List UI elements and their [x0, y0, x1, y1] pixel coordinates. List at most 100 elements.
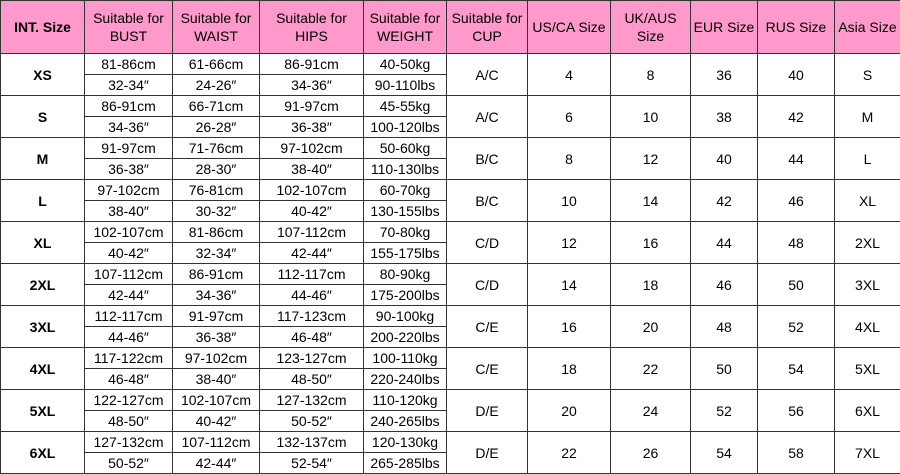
hips-imperial-cell: 46-48″ [260, 327, 364, 348]
waist-metric-cell: 61-66cm [173, 54, 260, 75]
column-header: US/CA Size [528, 1, 611, 54]
size-cell: M [1, 138, 85, 180]
waist-imperial-cell: 26-28″ [173, 117, 260, 138]
weight-metric-cell: 80-90kg [364, 264, 447, 285]
size-cell: 5XL [1, 390, 85, 432]
bust-imperial-cell: 50-52″ [85, 453, 173, 474]
size-cell: XL [1, 222, 85, 264]
bust-imperial-cell: 36-38″ [85, 159, 173, 180]
weight-imperial-cell: 155-175lbs [364, 243, 447, 264]
bust-metric-cell: 117-122cm [85, 348, 173, 369]
us-cell: 22 [528, 432, 611, 474]
asia-cell: 7XL [835, 432, 900, 474]
hips-imperial-cell: 42-44″ [260, 243, 364, 264]
eur-cell: 40 [691, 138, 758, 180]
weight-imperial-cell: 220-240lbs [364, 369, 447, 390]
us-cell: 16 [528, 306, 611, 348]
hips-imperial-cell: 38-40″ [260, 159, 364, 180]
weight-imperial-cell: 110-130lbs [364, 159, 447, 180]
bust-metric-cell: 102-107cm [85, 222, 173, 243]
uk-cell: 8 [611, 54, 691, 96]
rus-cell: 48 [758, 222, 835, 264]
size-cell: 4XL [1, 348, 85, 390]
cup-cell: A/C [447, 54, 528, 96]
weight-metric-cell: 120-130kg [364, 432, 447, 453]
eur-cell: 46 [691, 264, 758, 306]
weight-imperial-cell: 100-120lbs [364, 117, 447, 138]
waist-metric-cell: 91-97cm [173, 306, 260, 327]
cup-cell: C/E [447, 348, 528, 390]
waist-metric-cell: 107-112cm [173, 432, 260, 453]
bust-imperial-cell: 48-50″ [85, 411, 173, 432]
weight-imperial-cell: 240-265lbs [364, 411, 447, 432]
asia-cell: 4XL [835, 306, 900, 348]
eur-cell: 50 [691, 348, 758, 390]
bust-imperial-cell: 34-36″ [85, 117, 173, 138]
hips-imperial-cell: 36-38″ [260, 117, 364, 138]
rus-cell: 40 [758, 54, 835, 96]
uk-cell: 18 [611, 264, 691, 306]
hips-metric-cell: 107-112cm [260, 222, 364, 243]
bust-metric-cell: 97-102cm [85, 180, 173, 201]
hips-metric-cell: 117-123cm [260, 306, 364, 327]
cup-cell: A/C [447, 96, 528, 138]
size-cell: L [1, 180, 85, 222]
size-cell: 3XL [1, 306, 85, 348]
column-header: INT. Size [1, 1, 85, 54]
size-cell: XS [1, 54, 85, 96]
eur-cell: 38 [691, 96, 758, 138]
waist-imperial-cell: 40-42″ [173, 411, 260, 432]
eur-cell: 54 [691, 432, 758, 474]
asia-cell: 2XL [835, 222, 900, 264]
waist-metric-cell: 81-86cm [173, 222, 260, 243]
uk-cell: 20 [611, 306, 691, 348]
eur-cell: 44 [691, 222, 758, 264]
asia-cell: 6XL [835, 390, 900, 432]
weight-metric-cell: 90-100kg [364, 306, 447, 327]
uk-cell: 14 [611, 180, 691, 222]
weight-imperial-cell: 90-110lbs [364, 75, 447, 96]
weight-imperial-cell: 200-220lbs [364, 327, 447, 348]
waist-metric-cell: 97-102cm [173, 348, 260, 369]
hips-metric-cell: 86-91cm [260, 54, 364, 75]
us-cell: 20 [528, 390, 611, 432]
weight-imperial-cell: 130-155lbs [364, 201, 447, 222]
hips-metric-cell: 91-97cm [260, 96, 364, 117]
column-header: Asia Size [835, 1, 900, 54]
waist-imperial-cell: 38-40″ [173, 369, 260, 390]
hips-imperial-cell: 50-52″ [260, 411, 364, 432]
weight-metric-cell: 60-70kg [364, 180, 447, 201]
hips-imperial-cell: 34-36″ [260, 75, 364, 96]
hips-metric-cell: 97-102cm [260, 138, 364, 159]
uk-cell: 12 [611, 138, 691, 180]
hips-metric-cell: 132-137cm [260, 432, 364, 453]
weight-metric-cell: 100-110kg [364, 348, 447, 369]
hips-metric-cell: 112-117cm [260, 264, 364, 285]
cup-cell: B/C [447, 180, 528, 222]
uk-cell: 22 [611, 348, 691, 390]
waist-imperial-cell: 30-32″ [173, 201, 260, 222]
bust-metric-cell: 127-132cm [85, 432, 173, 453]
bust-imperial-cell: 38-40″ [85, 201, 173, 222]
bust-imperial-cell: 42-44″ [85, 285, 173, 306]
waist-imperial-cell: 34-36″ [173, 285, 260, 306]
weight-metric-cell: 50-60kg [364, 138, 447, 159]
rus-cell: 50 [758, 264, 835, 306]
hips-imperial-cell: 44-46″ [260, 285, 364, 306]
hips-imperial-cell: 48-50″ [260, 369, 364, 390]
column-header: RUS Size [758, 1, 835, 54]
weight-metric-cell: 70-80kg [364, 222, 447, 243]
rus-cell: 54 [758, 348, 835, 390]
asia-cell: S [835, 54, 900, 96]
hips-metric-cell: 127-132cm [260, 390, 364, 411]
bust-metric-cell: 112-117cm [85, 306, 173, 327]
bust-imperial-cell: 40-42″ [85, 243, 173, 264]
waist-imperial-cell: 24-26″ [173, 75, 260, 96]
uk-cell: 24 [611, 390, 691, 432]
